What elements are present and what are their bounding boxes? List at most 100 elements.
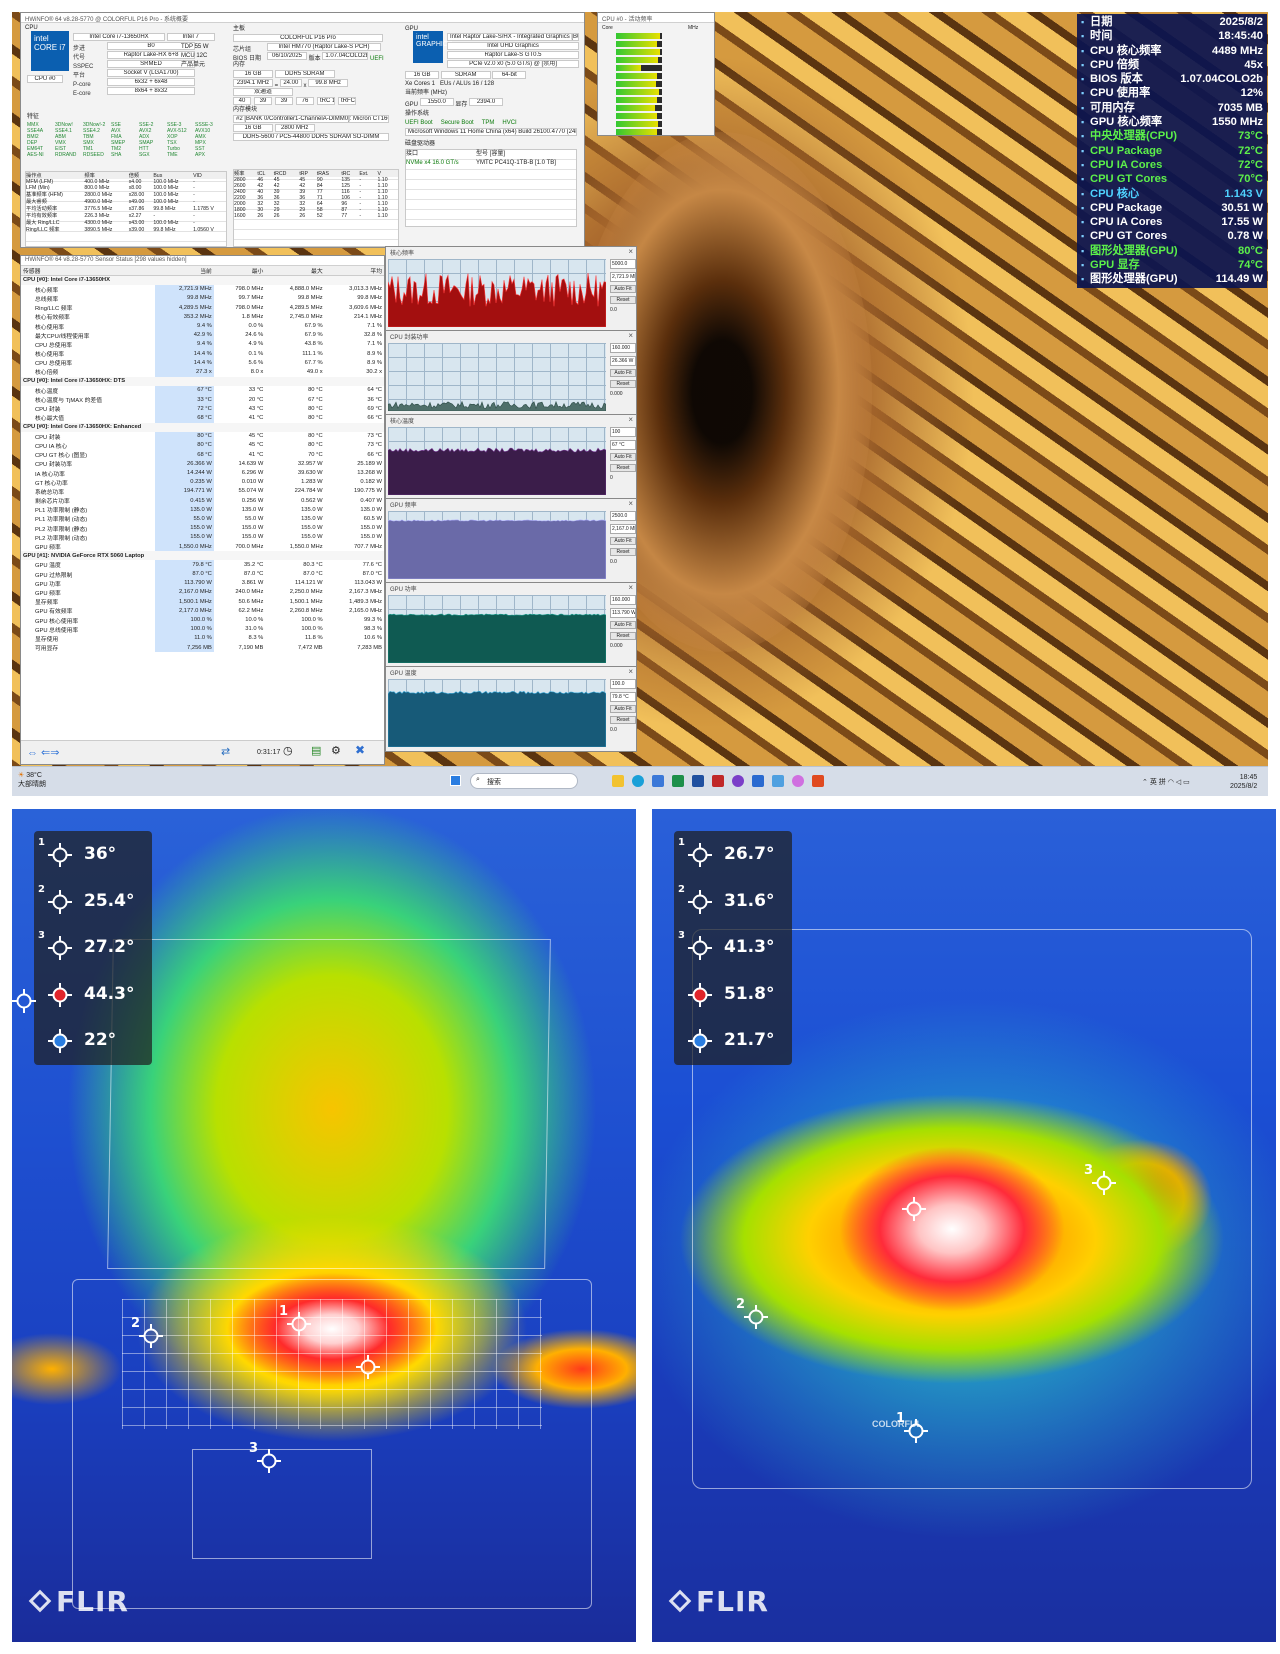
close-icon[interactable]: ✖ [355,743,366,757]
auto-fit-button[interactable]: Auto Fit [610,285,636,293]
sensor-row[interactable]: 核心频率 2,721.9 MHz 798.0 MHz 4,888.0 MHz 3,013… [21,284,384,294]
taskbar-app-store-icon[interactable] [652,775,664,787]
sensor-col-header[interactable]: 平均 [324,266,384,276]
search-box[interactable]: ⌕ 搜索 [470,773,578,789]
sensor-row[interactable]: CPU 封装 72 °C 43 °C 80 °C 69 °C [21,404,384,414]
close-icon[interactable]: × [628,583,633,592]
sensor-group-row[interactable]: CPU [#0]: Intel Core i7-13650HX [21,275,384,285]
graph-window[interactable]: GPU 温度 × 100.0 79.8 °C Auto Fit Reset 0.0 [385,666,637,752]
graph-window[interactable]: GPU 功率 × 160.000 113.790 W Auto Fit Reset 0.00… [385,582,637,668]
cpu-select-dropdown[interactable]: CPU #0 [27,75,63,85]
sensor-group-row[interactable]: GPU [#1]: NVIDIA GeForce RTX 5060 Laptop [21,551,384,561]
tray-lang[interactable]: 英 [1149,779,1157,786]
chevron-up-icon[interactable]: ⌃ [1142,779,1148,786]
sensor-row[interactable]: CPU 总使用率 14.4 % 5.6 % 67.7 % 8.9 % [21,358,384,368]
graph-window[interactable]: 核心频率 × 5000.0 2,721.9 MHz Auto Fit Reset 0.0 [385,246,637,332]
hwinfo-sensor-window[interactable]: HWiNFO® 64 v8.28-5770 Sensor Status [298… [20,255,385,765]
sensor-row[interactable]: 系统总功率 194.771 W 55.074 W 224.784 W 190.775 W [21,486,384,496]
system-tray[interactable]: ⌃ 英 拼 ◠ ◁ ▭ [1142,777,1190,787]
sensor-row[interactable]: GPU 有效频率 2,177.0 MHz 62.2 MHz 2,260.8 MHz 2,… [21,606,384,616]
sensor-row[interactable]: GPU 总线使用率 100.0 % 31.0 % 100.0 % 98.3 % [21,624,384,634]
settings-icon[interactable]: ⚙ [331,745,341,757]
sensor-row[interactable]: 显存频率 1,500.1 MHz 50.6 MHz 1,500.1 MHz 1,489.… [21,597,384,607]
sensor-row[interactable]: 最大CPU/线程使用率 42.9 % 24.6 % 67.9 % 32.8 % [21,330,384,340]
taskbar-app-browser-icon[interactable] [792,775,804,787]
sensor-group-row[interactable]: CPU [#0]: Intel Core i7-13650HX: DTS [21,376,384,386]
module-select[interactable]: #2 [BANK 0/Controller1-ChannelA-DIMM0]: … [233,115,389,123]
wifi-icon[interactable]: ◠ [1167,779,1174,786]
graph-window[interactable]: 核心温度 × 100 67 °C Auto Fit Reset 0 [385,414,637,500]
volume-icon[interactable]: ◁ [1175,779,1182,786]
sensor-row[interactable]: CPU 封装功率 26.366 W 14.639 W 32.957 W 25.189 W [21,459,384,469]
taskbar-app-tool-icon[interactable] [772,775,784,787]
sensor-col-header[interactable]: 最大 [265,266,325,276]
sensor-row[interactable]: GT 核心功率 0.235 W 0.010 W 1.283 W 0.182 W [21,477,384,487]
cpu-ratio-window[interactable]: CPU #0 - 活动频率 Core MHz [597,12,715,136]
sensor-row[interactable]: 核心温度与 TjMAX 的差值 33 °C 20 °C 67 °C 36 °C [21,394,384,405]
reset-button[interactable]: Reset [610,632,636,640]
auto-fit-button[interactable]: Auto Fit [610,453,636,461]
sensor-row[interactable]: PL1 功率限制 (动态) 55.0 W 55.0 W 135.0 W 60.5 W [21,514,384,524]
close-icon[interactable]: × [628,331,633,340]
graph-window[interactable]: GPU 频率 × 2500.0 2,167.0 MHz Auto Fit Reset 0.0 [385,498,637,584]
close-icon[interactable]: × [628,415,633,424]
sensor-row[interactable]: CPU 总使用率 9.4 % 4.9 % 43.8 % 7.1 % [21,339,384,349]
sensor-row[interactable]: PL2 功率限制 (动态) 155.0 W 155.0 W 155.0 W 155.0 … [21,532,384,542]
reset-button[interactable]: Reset [610,464,636,472]
start-icon[interactable] [450,775,461,786]
close-icon[interactable]: × [628,499,633,508]
taskbar-app-game-icon[interactable] [812,775,824,787]
sensor-row[interactable]: GPU 过热限制 87.0 °C 87.0 °C 87.0 °C 87.0 °C [21,569,384,579]
sensor-row[interactable]: 核心温度 67 °C 33 °C 80 °C 64 °C [21,385,384,395]
sensor-row[interactable]: PL2 功率限制 (静态) 155.0 W 155.0 W 155.0 W 155.0 … [21,523,384,533]
sensor-row[interactable]: CPU IA 核心 80 °C 45 °C 80 °C 73 °C [21,440,384,451]
clock-icon[interactable]: ◷ [283,745,293,757]
auto-fit-button[interactable]: Auto Fit [610,621,636,629]
weather-widget[interactable]: ☀ 38°C 大部晴朗 [18,771,46,789]
network-icon[interactable]: ⇄ [221,746,231,758]
graph-window[interactable]: CPU 封装功率 × 160.000 26.366 W Auto Fit Reset 0.0… [385,330,637,416]
taskbar-app-hwinfo-icon[interactable] [692,775,704,787]
taskbar-app-media-icon[interactable] [732,775,744,787]
sensor-row[interactable]: GPU 功率 113.790 W 3.861 W 114.121 W 113.043 W [21,578,384,588]
sensor-row[interactable]: GPU 核心使用率 100.0 % 10.0 % 100.0 % 99.3 % [21,615,384,625]
sensor-row[interactable]: GPU 温度 79.8 °C 35.2 °C 80.3 °C 77.6 °C [21,560,384,570]
sensor-row[interactable]: PL1 功率限制 (静态) 135.0 W 135.0 W 135.0 W 135.0 … [21,505,384,515]
auto-fit-button[interactable]: Auto Fit [610,537,636,545]
taskbar-app-monitor-icon[interactable] [712,775,724,787]
close-icon[interactable]: × [628,247,633,256]
sensor-row[interactable]: GPU 频率 1,550.0 MHz 700.0 MHz 1,550.0 MHz 707… [21,541,384,552]
sensor-row[interactable]: 总线频率 99.8 MHz 99.7 MHz 99.8 MHz 99.8 MHz [21,293,384,304]
sensor-row[interactable]: 剩余芯片功率 0.415 W 0.256 W 0.562 W 0.407 W [21,496,384,506]
taskbar-app-explorer-icon[interactable] [612,775,624,787]
sensor-row[interactable]: 核心使用率 14.4 % 0.1 % 111.1 % 8.9 % [21,349,384,359]
taskbar-app-edge-icon[interactable] [632,775,644,787]
sensor-row[interactable]: GPU 频率 2,167.0 MHz 240.0 MHz 2,250.0 MHz 2,1… [21,587,384,598]
taskbar-clock[interactable]: 18:45 2025/8/2 [1230,773,1257,791]
sensor-group-row[interactable]: CPU [#0]: Intel Core i7-13650HX: Enhance… [21,422,384,432]
sensor-row[interactable]: 核心使用率 9.4 % 0.0 % 67.9 % 7.1 % [21,321,384,331]
sensor-row[interactable]: 核心倍频 27.3 x 8.0 x 49.0 x 30.2 x [21,367,384,377]
sensor-row[interactable]: 核心有效频率 353.2 MHz 1.8 MHz 2,745.0 MHz 214.1 M… [21,312,384,322]
taskbar-app-sheet-icon[interactable] [672,775,684,787]
sensor-col-header[interactable]: 最小 [213,266,266,276]
sensor-row[interactable]: CPU 封装 80 °C 45 °C 80 °C 73 °C [21,431,384,441]
battery-icon[interactable]: ▭ [1183,779,1190,786]
auto-fit-button[interactable]: Auto Fit [610,369,636,377]
close-icon[interactable]: × [628,667,633,676]
sensor-row[interactable]: 可用显存 7,256 MB 7,190 MB 7,472 MB 7,283 MB [21,643,384,653]
sensor-row[interactable]: IA 核心功率 14.244 W 6.296 W 39.630 W 13.268 W [21,468,384,478]
sensor-row[interactable]: 显存使用 11.0 % 8.3 % 11.8 % 10.6 % [21,633,384,643]
reset-button[interactable]: Reset [610,716,636,724]
sensor-row[interactable]: CPU GT 核心 (图显) 68 °C 41 °C 70 °C 66 °C [21,450,384,460]
report-icon[interactable]: ▤ [311,745,322,757]
sensor-row[interactable]: 核心最大值 68 °C 41 °C 80 °C 66 °C [21,413,384,423]
tray-ime[interactable]: 拼 [1158,779,1166,786]
reset-button[interactable]: Reset [610,548,636,556]
hwinfo-summary-window[interactable]: HWiNFO® 64 v8.28-5770 @ COLORFUL P16 Pro… [20,12,585,248]
reset-button[interactable]: Reset [610,380,636,388]
taskbar-app-chart-icon[interactable] [752,775,764,787]
nav-arrows-icon[interactable]: ⇔ ⇐⇒ [27,747,60,759]
sensor-col-header[interactable]: 当前 [154,266,214,276]
sensor-row[interactable]: Ring/LLC 频率 4,289.5 MHz 798.0 MHz 4,289.5 M… [21,303,384,313]
